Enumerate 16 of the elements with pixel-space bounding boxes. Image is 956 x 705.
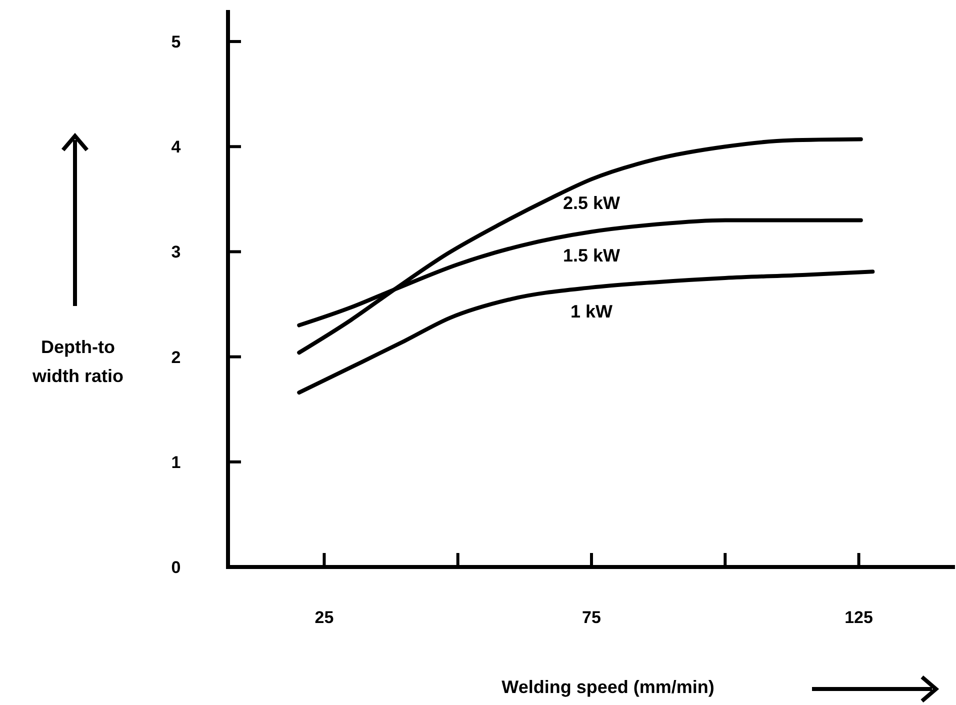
line-series: [297, 270, 875, 395]
line-series: [297, 137, 863, 355]
x-tick-label: 25: [314, 608, 334, 627]
y-axis-title: Depth-to width ratio: [32, 337, 124, 386]
x-tick-label: 75: [582, 608, 601, 627]
y-tick-label: 2: [171, 348, 181, 367]
x-axis-title: Welding speed (mm/min): [502, 677, 714, 697]
series-label: 2.5 kW: [562, 193, 620, 214]
series-label: 1.5 kW: [562, 246, 620, 266]
x-tick-label: 125: [844, 608, 873, 627]
y-tick-label: 0: [171, 558, 181, 577]
y-tick-label: 5: [171, 32, 181, 52]
y-tick-label: 3: [171, 242, 181, 262]
y-tick-label: 1: [171, 452, 181, 472]
y-tick-label: 4: [171, 138, 182, 157]
series-label: 1 kW: [570, 301, 613, 322]
